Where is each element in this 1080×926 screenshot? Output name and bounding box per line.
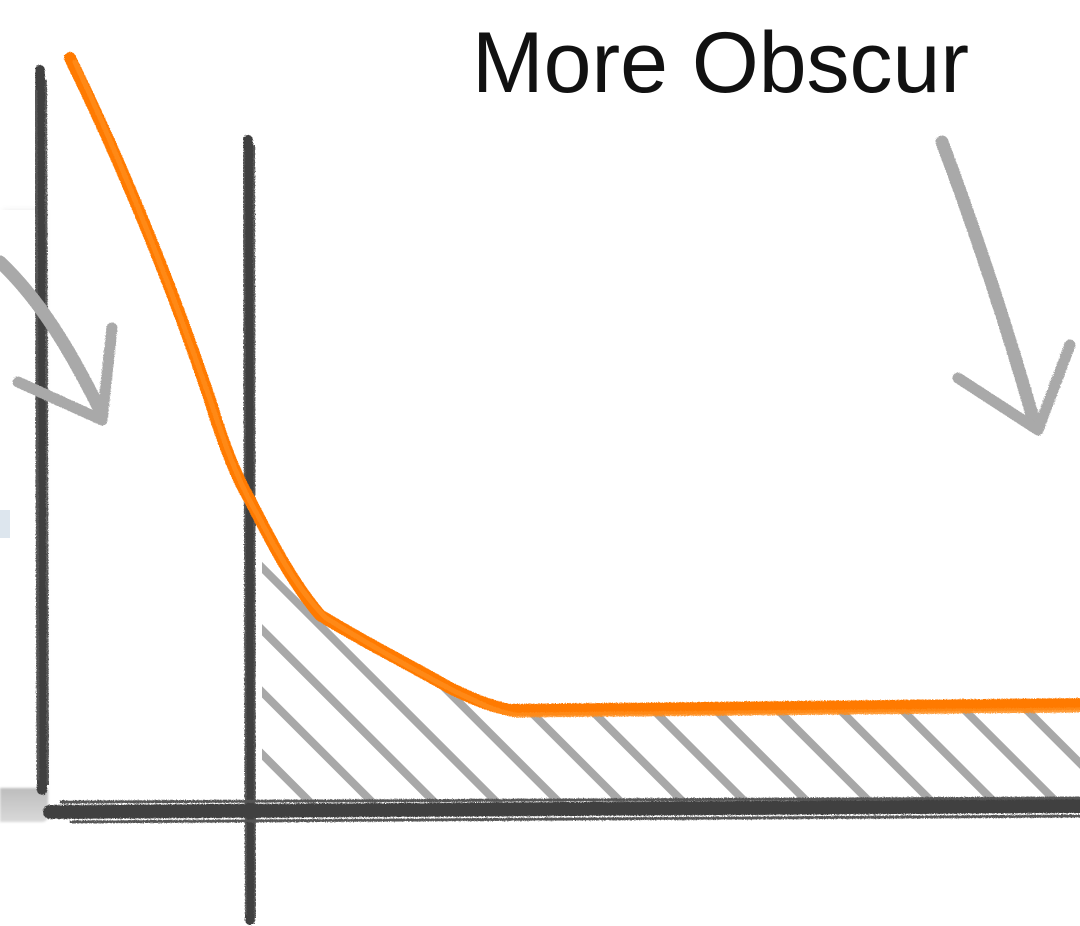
right-arrow-icon: [935, 135, 1076, 436]
diagram-title: More Obscur: [472, 15, 969, 111]
cutoff-vertical-line: [243, 135, 256, 925]
orange-curve: [64, 52, 1080, 718]
hatched-area: [262, 540, 1080, 806]
panel-highlight-strip: [0, 510, 10, 538]
left-arrow-icon: [0, 255, 118, 426]
left-vertical-axis: [34, 65, 49, 795]
horizontal-axis: [43, 796, 1080, 824]
